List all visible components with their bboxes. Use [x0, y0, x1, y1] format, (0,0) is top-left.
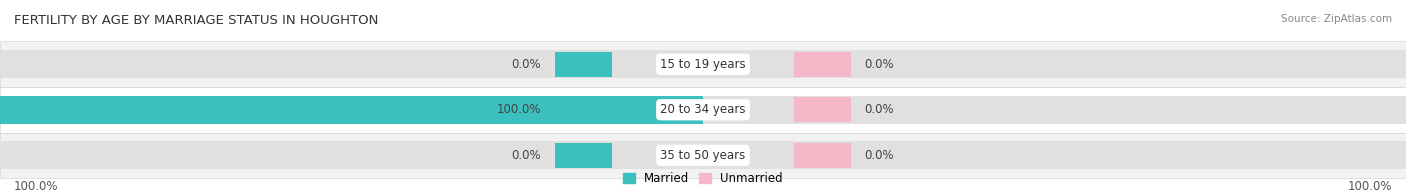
Bar	[555, 143, 612, 168]
Bar	[0, 96, 1406, 124]
Text: 0.0%: 0.0%	[512, 149, 541, 162]
Text: 100.0%: 100.0%	[14, 180, 59, 193]
Bar	[794, 143, 851, 168]
Bar	[0, 42, 1406, 87]
Legend: Married, Unmarried: Married, Unmarried	[619, 168, 787, 190]
Text: FERTILITY BY AGE BY MARRIAGE STATUS IN HOUGHTON: FERTILITY BY AGE BY MARRIAGE STATUS IN H…	[14, 14, 378, 27]
Text: 15 to 19 years: 15 to 19 years	[661, 58, 745, 71]
Text: 0.0%: 0.0%	[865, 103, 894, 116]
Bar	[0, 141, 1406, 169]
Text: 0.0%: 0.0%	[865, 58, 894, 71]
Text: 100.0%: 100.0%	[1347, 180, 1392, 193]
Bar	[0, 50, 1406, 78]
Text: 20 to 34 years: 20 to 34 years	[661, 103, 745, 116]
Bar	[0, 87, 1406, 132]
Text: 0.0%: 0.0%	[512, 58, 541, 71]
Bar	[794, 52, 851, 77]
Text: 100.0%: 100.0%	[496, 103, 541, 116]
Bar	[0, 96, 703, 124]
Bar	[0, 132, 1406, 178]
Text: 35 to 50 years: 35 to 50 years	[661, 149, 745, 162]
Bar	[555, 52, 612, 77]
Bar	[794, 97, 851, 122]
Text: Source: ZipAtlas.com: Source: ZipAtlas.com	[1281, 14, 1392, 24]
Bar	[555, 97, 612, 122]
Text: 0.0%: 0.0%	[865, 149, 894, 162]
